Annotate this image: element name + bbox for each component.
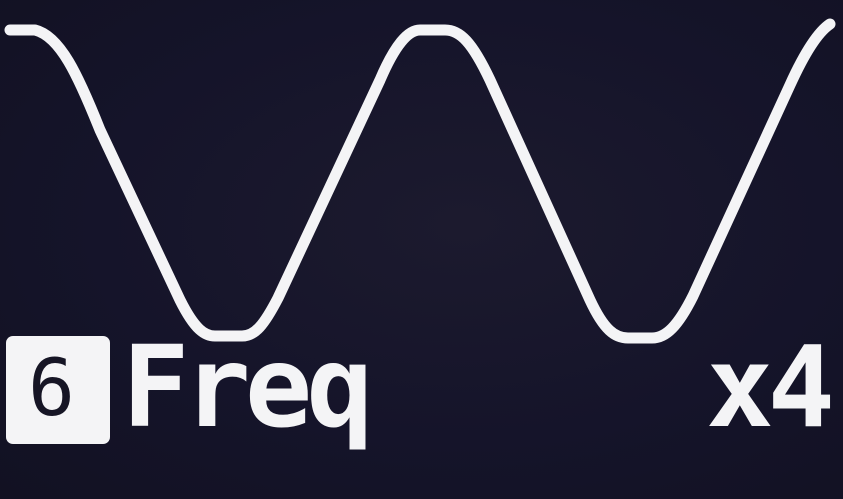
parameter-label: Freq xyxy=(122,323,374,453)
channel-number: 6 xyxy=(28,344,75,434)
status-bar: 6 Freq x4 xyxy=(0,332,843,447)
waveform-line xyxy=(4,18,836,344)
multiplier-value: x4 xyxy=(706,323,835,453)
channel-badge[interactable]: 6 xyxy=(6,336,110,444)
